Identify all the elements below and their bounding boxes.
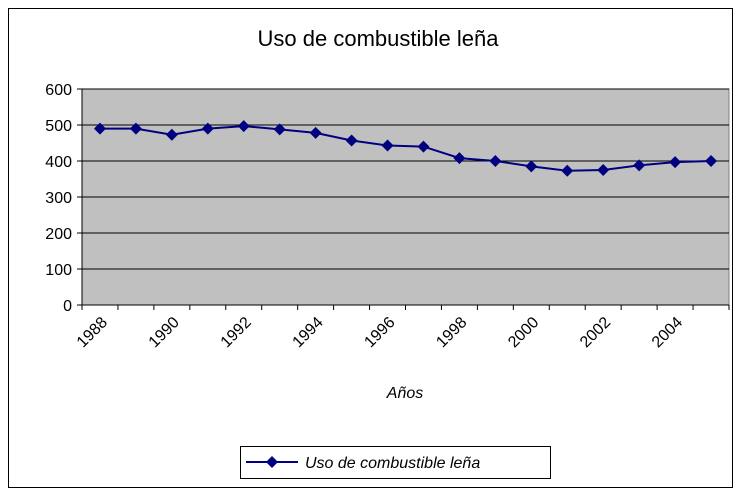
y-tick-label: 400 xyxy=(45,154,72,171)
data-point xyxy=(705,155,718,167)
data-point xyxy=(417,140,430,153)
data-point xyxy=(561,164,574,177)
data-point xyxy=(597,164,610,176)
data-point xyxy=(345,134,358,147)
y-tick-label: 500 xyxy=(45,118,72,135)
legend-marker xyxy=(266,456,278,468)
data-point xyxy=(309,126,322,139)
data-point xyxy=(453,152,466,165)
x-axis-label: Años xyxy=(386,385,423,402)
data-point xyxy=(129,122,142,135)
data-point xyxy=(165,128,178,141)
data-point xyxy=(273,123,286,136)
y-tick-label: 200 xyxy=(45,226,72,243)
data-point xyxy=(237,120,250,133)
data-point xyxy=(93,122,106,135)
data-point xyxy=(633,159,646,172)
chart-title: Uso de combustible leña xyxy=(258,26,500,51)
data-point xyxy=(525,160,538,173)
data-point xyxy=(669,156,682,169)
y-tick-label: 0 xyxy=(63,298,72,315)
y-tick-label: 300 xyxy=(45,190,72,207)
data-point xyxy=(201,122,214,135)
data-point xyxy=(381,139,394,152)
data-point xyxy=(489,155,502,167)
y-tick-label: 100 xyxy=(45,262,72,279)
legend-label: Uso de combustible leña xyxy=(305,455,480,472)
data-line xyxy=(99,125,712,172)
y-tick-label: 600 xyxy=(45,82,72,99)
